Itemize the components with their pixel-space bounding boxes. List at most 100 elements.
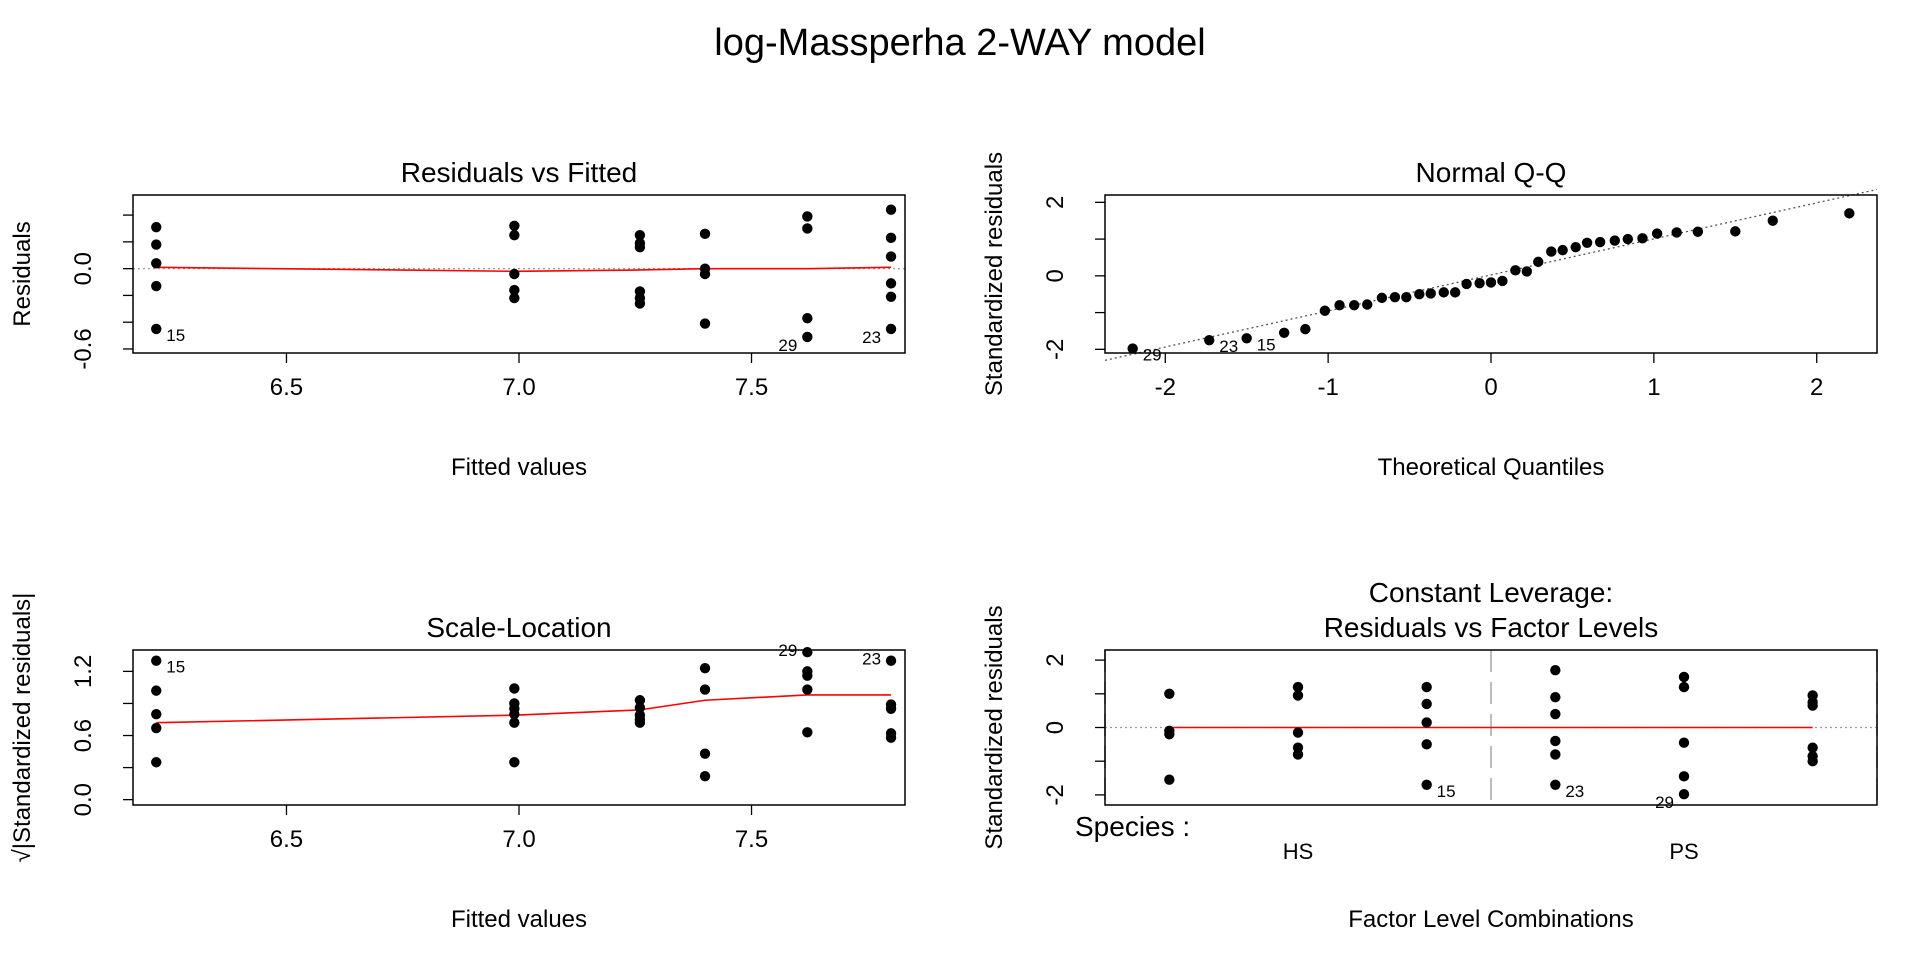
data-point [802,684,813,695]
factor-level-label: PS [1669,839,1698,864]
data-point [885,232,897,244]
data-point [885,655,897,666]
data-point [1438,287,1449,298]
data-point [1678,789,1690,800]
x-axis-label: Fitted values [451,906,587,933]
x-axis-label: Fitted values [451,454,587,481]
data-point [1376,292,1388,304]
data-point [1421,681,1432,693]
data-point [1767,215,1778,226]
data-point [1678,681,1690,693]
data-point [1651,228,1663,239]
data-point [1164,688,1175,700]
data-point [1622,233,1634,245]
data-point [151,655,162,666]
data-point [151,221,162,233]
panel-title: Normal Q-Q [1416,157,1567,188]
data-point [1550,665,1561,676]
y-axis-label: Residuals [9,221,36,326]
point-label: 23 [1565,782,1584,801]
y-tick-label: -0.6 [70,328,97,369]
x-tick-label: -2 [1155,374,1176,401]
smooth-line [156,694,892,724]
panel-title: Constant Leverage: [1369,577,1613,608]
point-label: 29 [778,641,797,660]
data-point [699,268,711,280]
data-point [802,312,813,324]
y-tick-label: 1.2 [70,655,97,688]
y-tick-label: -2 [1042,339,1069,360]
y-axis-label: Standardized residuals [981,605,1008,849]
data-point [1241,333,1252,344]
x-tick-label: 6.5 [270,374,303,401]
y-tick-label: 0.0 [70,783,97,816]
data-point [151,708,162,720]
data-point [151,239,162,250]
factor-level-label: HS [1283,839,1314,864]
data-point [1533,256,1544,268]
data-point [1334,300,1345,311]
data-point [802,727,813,738]
data-point [1421,739,1432,750]
x-axis-label: Theoretical Quantiles [1378,454,1605,481]
data-point [1550,691,1561,703]
scale-location-panel: 15 29 23 6.5 7.0 7.5 0.0 0.6 1.2 Scale-Location Fi… [9,593,906,933]
x-tick-label: 7.0 [502,826,535,853]
data-point [509,229,520,241]
data-point [1421,698,1432,710]
data-point [634,298,646,309]
data-point [1546,246,1557,257]
point-label: 29 [1655,793,1674,812]
panel-subtitle: Residuals vs Factor Levels [1324,612,1659,643]
y-axis-label: √|Standardized residuals| [9,593,36,863]
point-label: 23 [862,650,881,669]
data-point [1164,729,1175,740]
data-point [1594,236,1606,248]
main-title: log-Massperha 2-WAY model [714,22,1206,64]
data-point [509,683,520,694]
data-point [802,211,813,222]
data-point [1637,233,1648,244]
panel-title: Scale-Location [426,612,611,643]
data-point [1550,735,1561,747]
data-point [885,204,897,215]
data-point [1421,779,1432,790]
data-point [1844,208,1855,219]
data-point [509,708,520,720]
data-point [509,757,520,768]
data-point [1678,771,1690,782]
y-axis-label: Standardized residuals [981,152,1008,396]
data-point [1401,291,1412,303]
data-point [634,229,646,241]
y-tick-label: -2 [1042,784,1069,805]
x-tick-label: 1 [1647,374,1660,401]
point-label: 15 [1437,782,1456,801]
data-point [151,722,162,734]
data-point [1570,241,1581,253]
data-point [151,757,162,768]
data-point [1414,289,1425,300]
data-point [1164,774,1175,785]
data-point [699,318,711,329]
data-point [151,258,162,269]
point-label: 23 [862,328,881,347]
data-point [1557,244,1568,256]
constant-leverage-panel: 15 23 29 HS PS Species : -2 0 2 Constant Leverage… [981,577,1878,933]
data-point [1348,300,1360,311]
data-point [1389,291,1401,303]
panel-title: Residuals vs Fitted [401,157,638,188]
data-point [1425,288,1436,299]
data-point [1692,226,1704,237]
data-point [1497,275,1508,287]
data-point [1678,671,1690,683]
data-point [1485,277,1497,288]
x-axis-label: Factor Level Combinations [1348,906,1633,933]
data-point [699,662,711,674]
data-point [1730,226,1741,237]
data-point [1421,717,1432,728]
data-point [885,251,897,262]
data-point [509,268,520,280]
data-point [1362,299,1373,310]
data-point [1807,742,1818,753]
factor-name-label: Species : [1075,811,1190,842]
